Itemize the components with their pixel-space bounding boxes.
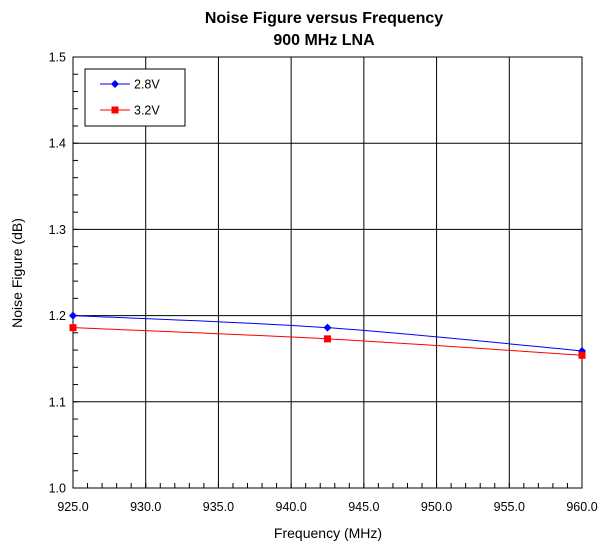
x-tick-label: 960.0	[566, 500, 597, 514]
y-tick-label: 1.4	[49, 137, 66, 151]
legend: 2.8V 3.2V	[84, 68, 186, 127]
chart-title: Noise Figure versus Frequency	[205, 10, 443, 27]
data-point	[323, 323, 332, 332]
x-tick-label: 945.0	[348, 500, 379, 514]
x-tick-label: 935.0	[203, 500, 234, 514]
x-tick-label: 930.0	[130, 500, 161, 514]
plot-frame	[72, 56, 583, 489]
series-3.2V	[69, 324, 586, 359]
x-tick-labels: 925.0 930.0 935.0 940.0 945.0 950.0 955.0 960.0	[57, 500, 597, 514]
legend-item-2.8V: 2.8V	[100, 78, 160, 92]
x-tick-label: 925.0	[57, 500, 88, 514]
series-2.8V	[69, 311, 586, 355]
y-tick-label: 1.2	[49, 309, 66, 323]
series-layer	[69, 311, 586, 359]
data-point	[324, 335, 331, 343]
y-tick-labels: 1.0 1.1 1.2 1.3 1.4 1.5	[49, 51, 66, 496]
y-axis-label: Noise Figure (dB)	[9, 218, 25, 328]
y-tick-label: 1.0	[49, 482, 66, 496]
legend-item-3.2V: 3.2V	[100, 104, 160, 118]
legend-marker	[111, 80, 119, 88]
data-point	[578, 351, 586, 359]
y-tick-label: 1.5	[49, 51, 66, 65]
legend-marker	[111, 106, 119, 114]
x-tick-label: 940.0	[276, 500, 307, 514]
legend-label: 3.2V	[134, 104, 160, 118]
y-tick-label: 1.3	[49, 223, 66, 237]
x-tick-label: 955.0	[494, 500, 525, 514]
data-point	[69, 311, 77, 320]
legend-label: 2.8V	[134, 78, 160, 92]
y-tick-label: 1.1	[49, 395, 66, 409]
legend-box	[84, 68, 186, 127]
x-tick-label: 950.0	[421, 500, 452, 514]
data-point	[69, 324, 77, 332]
chart-subtitle: 900 MHz LNA	[273, 32, 375, 49]
series-line	[72, 315, 583, 352]
x-axis-label: Frequency (MHz)	[274, 525, 382, 541]
